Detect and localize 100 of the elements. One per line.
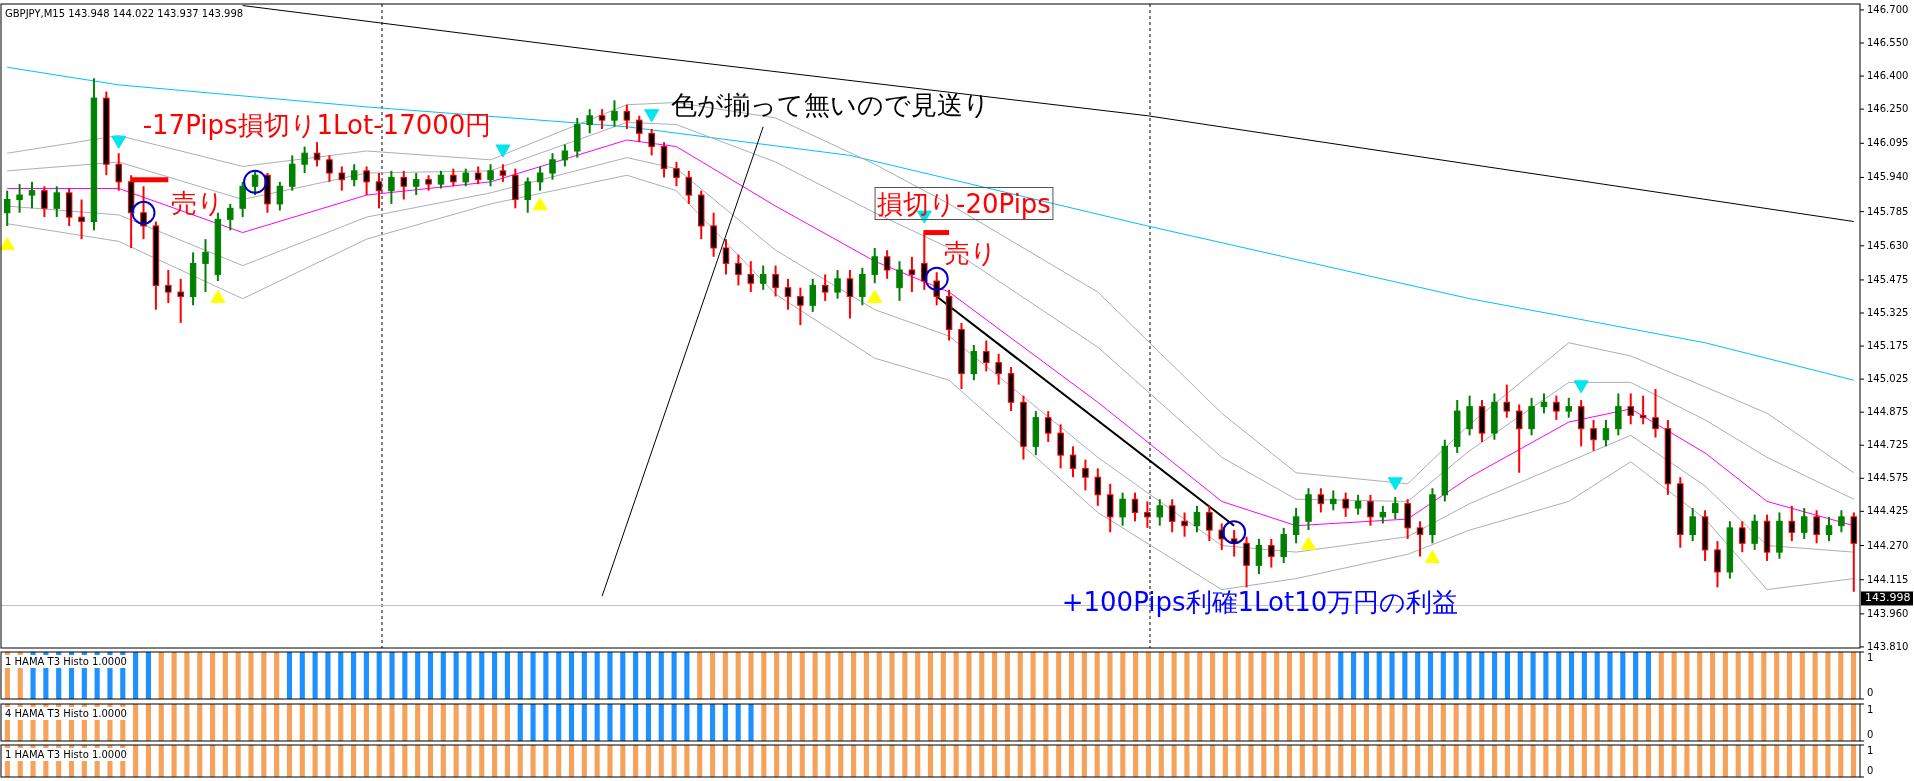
candlestick (1751, 513, 1758, 551)
candlestick (78, 198, 85, 241)
candlestick (561, 143, 569, 168)
point (131, 200, 156, 225)
candlestick (660, 141, 668, 179)
candlestick (1082, 458, 1089, 492)
candlestick (1057, 423, 1064, 470)
candlestick (970, 343, 978, 382)
candlestick (772, 264, 779, 298)
candlestick (1615, 392, 1622, 437)
chart-title: 1 HAMA T3 Histo 1.0000 (5, 656, 127, 667)
y-tick-label: 145.325 (1867, 307, 1909, 318)
candlestick (896, 260, 903, 302)
candlestick (983, 339, 990, 373)
candlestick (1528, 396, 1535, 437)
candlestick (1813, 509, 1820, 545)
candlestick (1652, 388, 1659, 439)
candlestick (673, 161, 680, 188)
candlestick (1466, 394, 1473, 437)
y-tick-label: 145.630 (1867, 239, 1909, 251)
candlestick (685, 169, 693, 205)
y-tick-label: 143.960 (1867, 607, 1909, 619)
point (1301, 536, 1316, 550)
candlestick (115, 152, 122, 192)
candlestick (636, 114, 643, 144)
candlestick (289, 154, 296, 192)
y-tick-label: 144.875 (1867, 406, 1909, 418)
candlestick (251, 169, 259, 197)
candlestick (1367, 493, 1374, 527)
candlestick (1565, 396, 1572, 419)
chart-title: 1 HAMA T3 Histo 1.0000 (5, 749, 127, 760)
candlestick (301, 145, 308, 175)
y-tick-label: 145.940 (1867, 171, 1909, 183)
y-tick-label: 146.550 (1867, 37, 1909, 49)
annotation: 損切り-20Pips (877, 188, 1051, 219)
candlestick (846, 269, 854, 320)
candlestick (1193, 504, 1201, 534)
candlestick (1119, 491, 1126, 527)
y-tick-label: 144.575 (1867, 472, 1909, 484)
candlestick (1602, 418, 1610, 448)
candlestick (1292, 507, 1300, 545)
y-tick-label: 143.810 (1867, 640, 1909, 652)
y-tick-label: 144.425 (1867, 505, 1909, 517)
y-tick-label: 0 (1867, 765, 1874, 776)
ref-line-label: 143.998 (1865, 591, 1911, 605)
candlestick (524, 176, 531, 214)
point (111, 135, 127, 149)
candlestick (536, 165, 544, 192)
candlestick (1503, 383, 1511, 419)
candlestick (1392, 496, 1399, 521)
candlestick (1131, 491, 1139, 523)
y-tick-label: 0 (1867, 729, 1874, 740)
y-tick-label: 144.725 (1867, 439, 1909, 451)
candlestick (1416, 520, 1424, 558)
candlestick (1181, 511, 1188, 538)
candlestick (883, 249, 891, 280)
candlestick (363, 165, 370, 197)
point (532, 197, 548, 211)
candlestick (747, 260, 755, 294)
candlestick (53, 185, 60, 219)
y-tick-label: 146.095 (1867, 137, 1909, 149)
y-tick-label: 1 (1867, 745, 1874, 756)
candlestick (1639, 394, 1647, 426)
candlestick (611, 99, 618, 128)
chart-title: 4 HAMA T3 Histo 1.0000 (5, 708, 127, 719)
candlestick (1069, 445, 1077, 479)
candlestick (797, 286, 804, 327)
candlestick (3, 189, 11, 227)
candlestick (1106, 482, 1114, 534)
annotation: 売り (943, 237, 997, 268)
candlestick (28, 180, 36, 210)
candlestick (648, 127, 655, 157)
point (867, 289, 883, 303)
point (1387, 477, 1403, 491)
point (1222, 520, 1247, 545)
candlestick (338, 165, 346, 192)
y-tick-label: 145.785 (1867, 205, 1909, 217)
y-tick-label: 146.400 (1867, 70, 1909, 82)
candlestick (1156, 498, 1163, 527)
y-tick-label: 144.115 (1867, 573, 1909, 585)
candlestick (1577, 399, 1585, 448)
candlestick (1317, 487, 1325, 514)
candlestick (722, 238, 730, 276)
y-tick-label: 146.250 (1867, 103, 1909, 115)
candlestick (227, 202, 234, 232)
candlestick (165, 269, 172, 305)
y-tick-label: 145.475 (1867, 273, 1909, 285)
point (495, 144, 511, 158)
candlestick (1045, 410, 1052, 443)
candlestick (16, 183, 23, 214)
candlestick (623, 103, 631, 130)
y-tick-label: 1 (1867, 652, 1874, 663)
candlestick (834, 269, 841, 300)
point (1573, 380, 1589, 394)
candlestick (1590, 418, 1597, 452)
y-tick-label: 0 (1867, 687, 1874, 698)
candlestick (995, 352, 1002, 386)
candlestick (759, 264, 767, 291)
point (644, 109, 660, 123)
candlestick (1330, 489, 1337, 512)
